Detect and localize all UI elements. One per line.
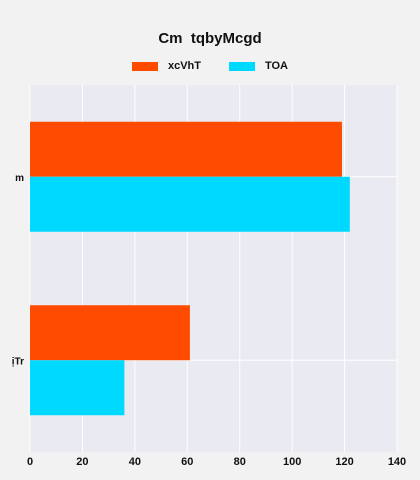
bar-xcVhT-m xyxy=(30,121,342,177)
bar-xcVhT-ịTr xyxy=(30,305,190,361)
legend-swatch-series-1 xyxy=(131,61,158,71)
legend-entry-series-2: TOA xyxy=(228,60,289,72)
chart-title: Cm tqbyMcgd xyxy=(158,30,262,47)
x-tick-label: 140 xyxy=(388,456,406,468)
legend: xcVhT TOA xyxy=(0,60,420,72)
category-label: m xyxy=(15,173,24,184)
legend-label-series-2: TOA xyxy=(264,60,289,72)
x-tick-label: 20 xyxy=(76,456,88,468)
x-tick-label: 80 xyxy=(234,456,246,468)
x-tick-label: 60 xyxy=(181,456,193,468)
legend-entry-series-1: xcVhT xyxy=(131,60,201,72)
legend-swatch-series-2 xyxy=(228,61,255,71)
x-tick-label: 120 xyxy=(335,456,353,468)
category-label: ịTr xyxy=(12,356,24,367)
x-tick-label: 0 xyxy=(27,456,33,468)
legend-label-series-1: xcVhT xyxy=(167,60,201,72)
bar-TOA-m xyxy=(30,176,350,232)
bar-TOA-ịTr xyxy=(30,360,125,416)
x-tick-label: 100 xyxy=(283,456,301,468)
x-tick-label: 40 xyxy=(129,456,141,468)
